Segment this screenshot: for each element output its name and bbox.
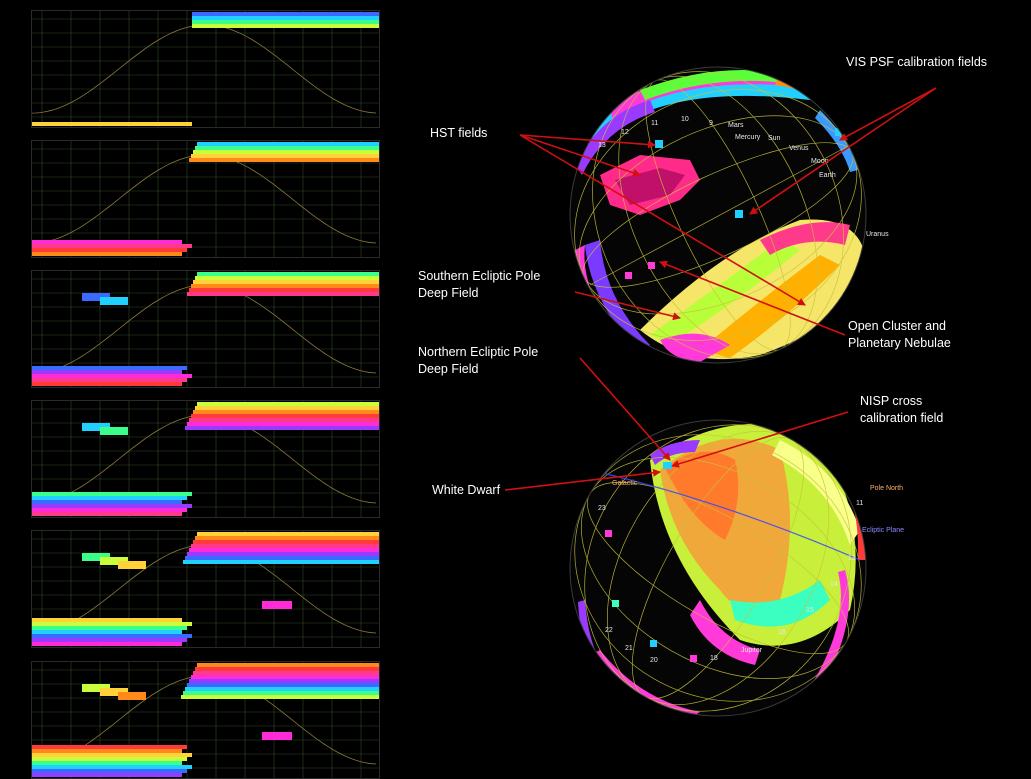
ra-22-lower-label: 22 [605,627,613,634]
vis-psf-label: VIS PSF calibration fields [846,55,988,69]
lower-sky-globe: Pole North Ecliptic Plane Galactic Jupit… [569,419,904,717]
arrow-sep [574,291,681,321]
sun-label: Sun [768,135,781,142]
ocpn-callout: Open Cluster and Planetary Nebulae [848,318,951,352]
white-dwarf-label: White Dwarf [432,483,501,497]
survey-panel-6-map [32,661,379,778]
ra-13-lower-label: 13 [848,555,856,562]
arrow-vis-psf-2 [749,87,937,215]
nisp-label-line2: calibration field [860,411,944,425]
venus-label: Venus [789,145,809,152]
callout-arrows [504,87,937,491]
ra-10-label: 10 [681,116,689,123]
uranus-label: Uranus [866,231,889,238]
hst-callout: HST fields [430,125,487,142]
arrow-nisp [671,411,849,468]
nep-label-line2: Deep Field [418,362,479,376]
survey-panel-4-map [32,401,379,518]
survey-panel-1 [31,10,380,128]
ra-18-lower-label: 18 [710,655,718,662]
survey-panel-2-map [32,141,379,258]
nisp-label-line1: NISP cross [860,394,923,408]
survey-panel-1-map [32,11,379,127]
mercury-label: Mercury [735,134,761,141]
ra-13-label: 13 [598,142,606,149]
sep-label-line2: Deep Field [418,286,479,300]
survey-panel-2 [31,140,380,259]
ra-11-lower-label: 11 [856,500,863,507]
ecliptic-plane-label: Ecliptic Plane [862,527,904,534]
arrow-hst-2 [519,134,641,177]
hst-label: HST fields [430,126,488,140]
arrow-ocpn [659,260,846,336]
vis-psf-callout: VIS PSF calibration fields [846,54,987,71]
moon-label: Moon [811,158,829,165]
arrow-hst-3 [519,134,806,306]
nep-callout: Northern Ecliptic Pole Deep Field [418,344,538,378]
galactic-label: Galactic [612,480,638,487]
ra-15-lower-label: 15 [806,607,814,614]
survey-panel-6 [31,660,380,779]
mars-label: Mars [728,122,744,129]
survey-panel-4 [31,400,380,519]
ocpn-label-line1: Open Cluster and [848,319,946,333]
ra-12-label: 12 [621,129,629,136]
ra-16-lower-label: 16 [778,629,786,636]
ra-20-lower-label: 20 [650,657,658,664]
survey-panel-5-map [32,531,379,648]
survey-panel-3 [31,270,380,389]
jupiter-label: Jupiter [741,647,763,654]
sep-callout: Southern Ecliptic Pole Deep Field [418,268,540,302]
nep-label-line1: Northern Ecliptic Pole [418,345,539,359]
earth-label: Earth [819,172,836,179]
white-dwarf-callout: White Dwarf [432,482,500,499]
arrow-vis-psf-1 [839,87,937,141]
survey-panel-3-map [32,271,379,388]
survey-panel-5 [31,530,380,649]
arrow-white-dwarf [504,468,661,491]
arrow-nep [579,357,671,461]
ra-23-lower-label: 23 [598,505,606,512]
pole-north-label: Pole North [870,485,903,492]
nisp-callout: NISP cross calibration field [860,393,943,427]
ra-14-lower-label: 14 [830,581,838,588]
arrow-hst-1 [519,134,656,149]
ra-11-label: 11 [651,120,658,127]
ra-21-lower-label: 21 [625,645,633,652]
ocpn-label-line2: Planetary Nebulae [848,336,951,350]
sep-label-line1: Southern Ecliptic Pole [418,269,541,283]
ra-9-label: 9 [709,120,713,127]
survey-progress-column [31,10,380,779]
